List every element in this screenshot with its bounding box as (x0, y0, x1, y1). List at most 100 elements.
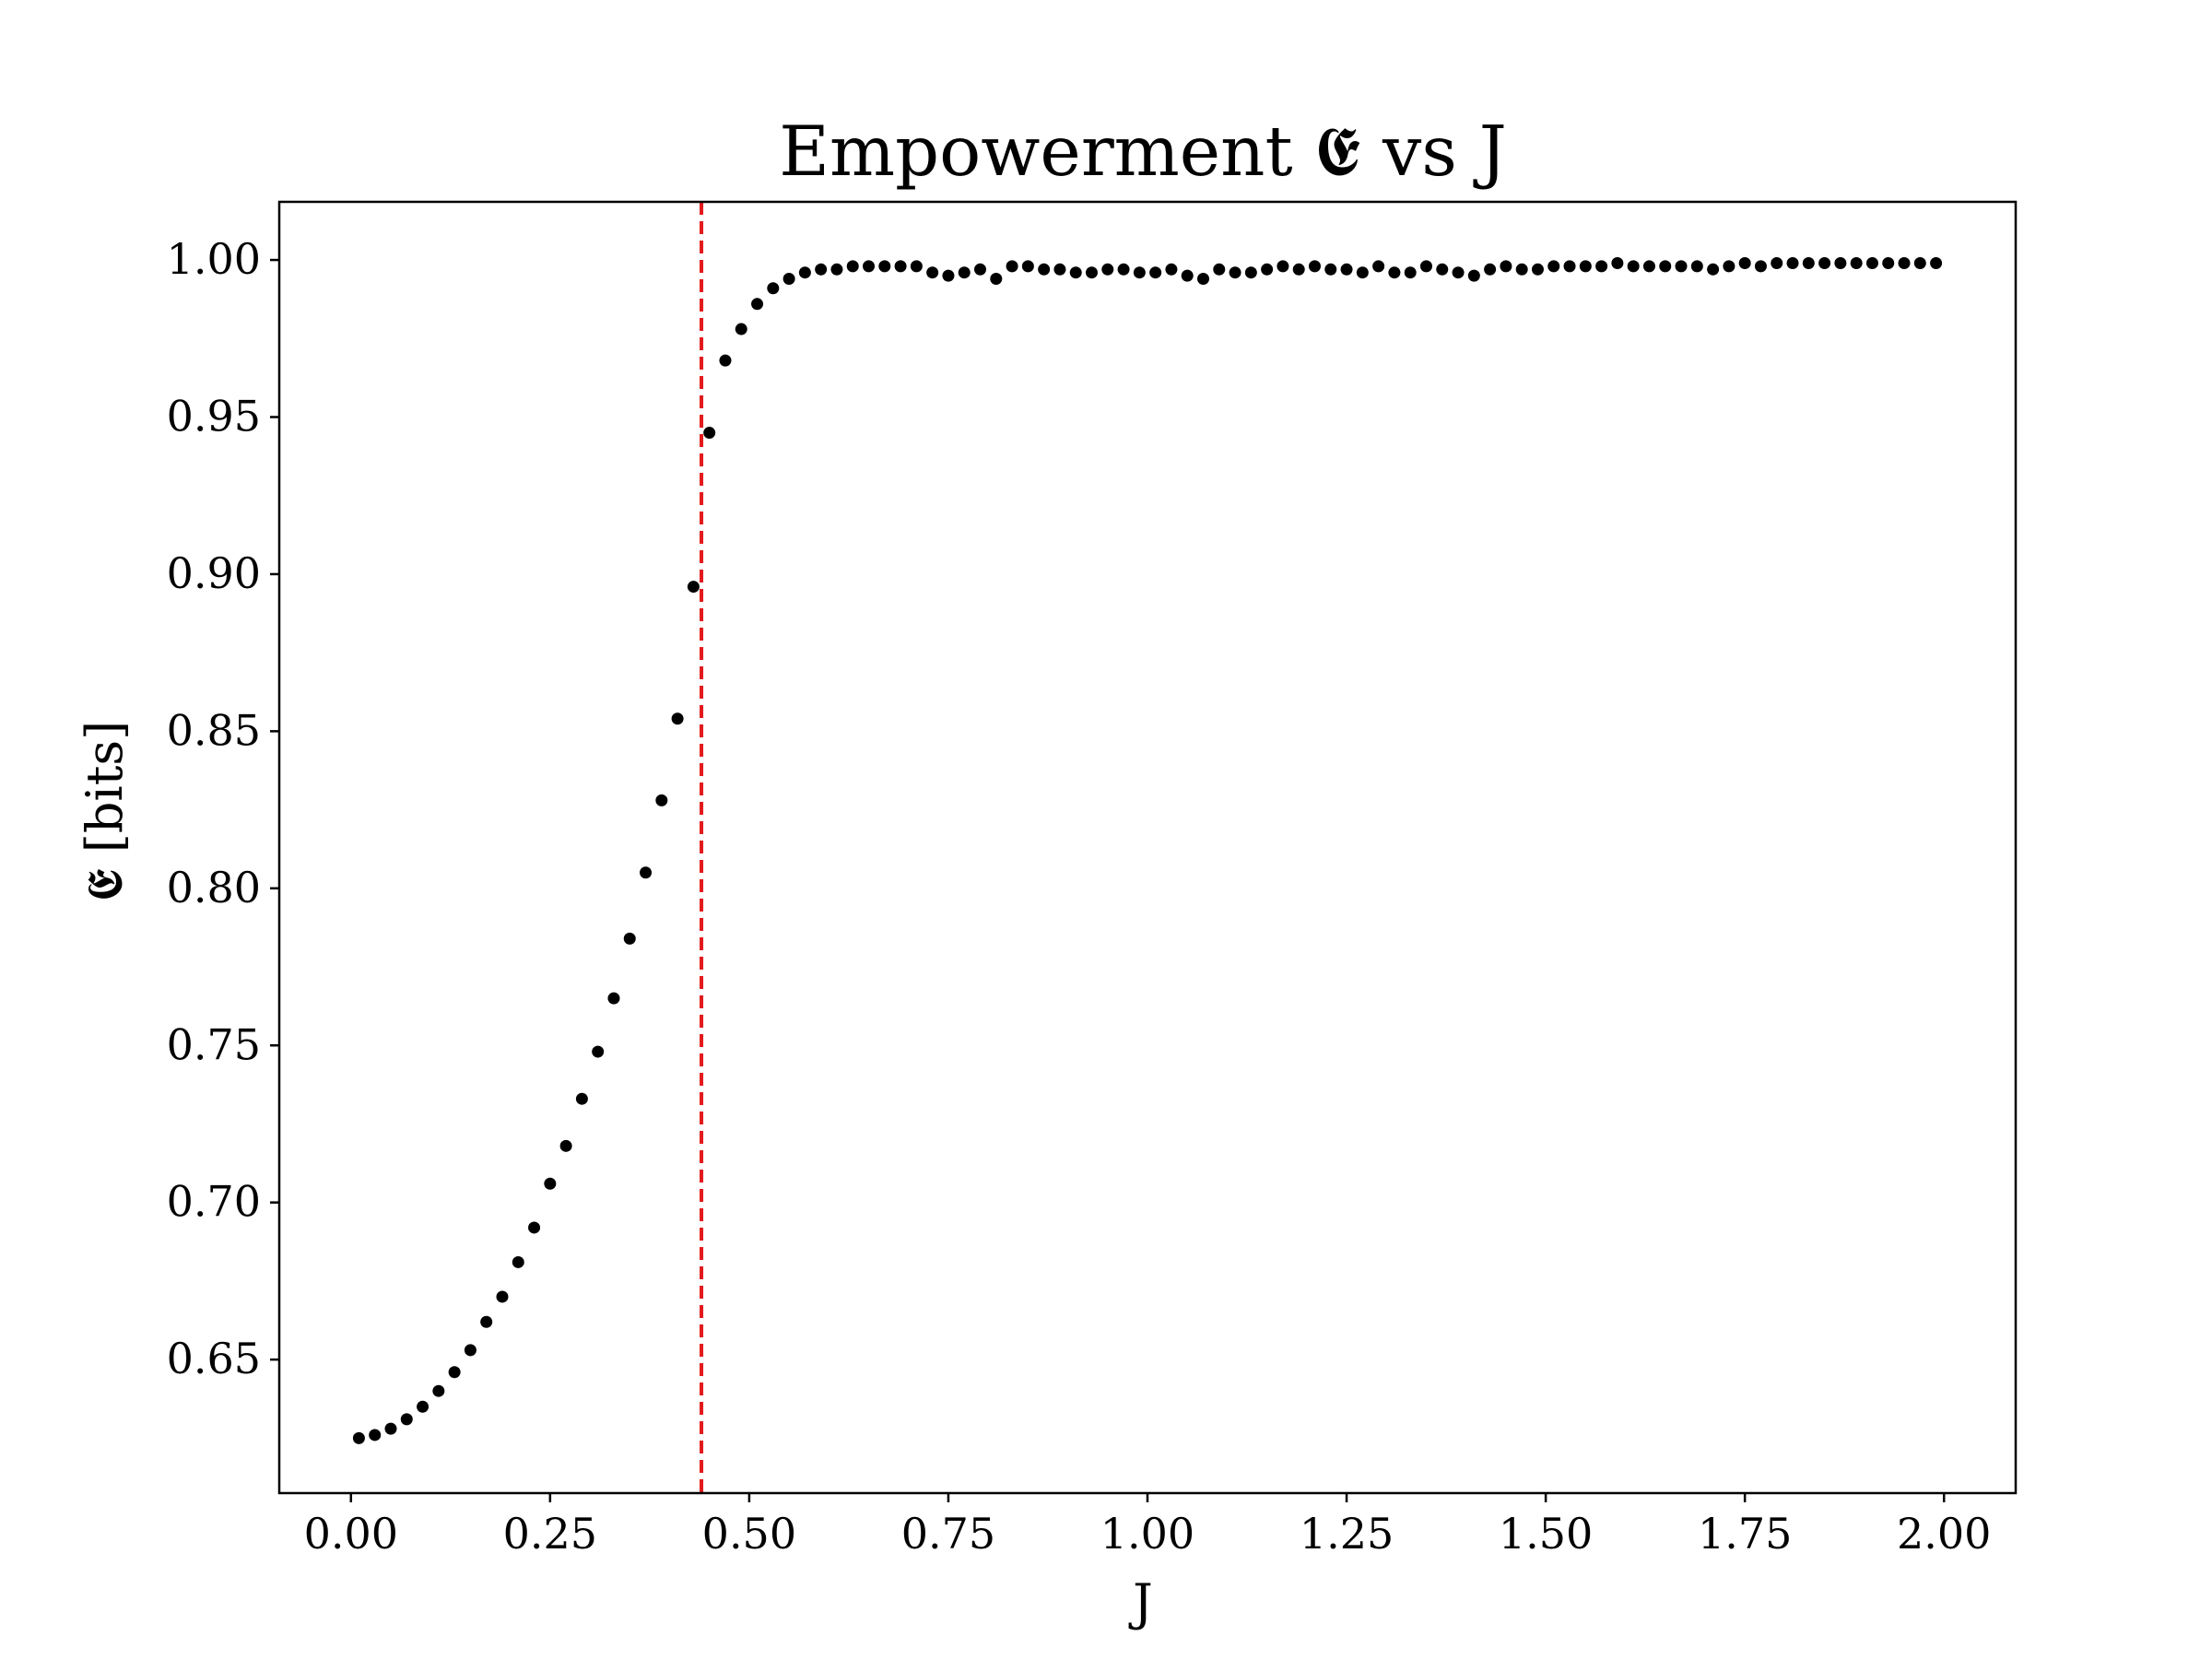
data-point (1754, 260, 1767, 273)
data-point (1388, 266, 1401, 279)
data-point (767, 282, 780, 295)
data-point (432, 1384, 445, 1397)
data-point (640, 866, 653, 879)
data-point (1531, 263, 1544, 276)
x-axis-label: J (1128, 1573, 1153, 1631)
data-point (958, 266, 971, 279)
data-point (1101, 263, 1114, 276)
data-point (1547, 260, 1560, 273)
y-tick-label: 1.00 (167, 234, 261, 284)
data-point (974, 263, 987, 276)
x-tick-label: 1.25 (1300, 1509, 1394, 1559)
data-point (782, 273, 795, 286)
data-point (1611, 256, 1624, 269)
data-point (1069, 266, 1082, 279)
y-tick-label: 0.65 (167, 1334, 261, 1383)
data-point (369, 1429, 382, 1441)
y-tick-label: 0.85 (167, 705, 261, 755)
data-point (1038, 263, 1051, 276)
data-point (512, 1255, 524, 1268)
data-point (1579, 260, 1592, 273)
data-point (592, 1045, 605, 1058)
data-point (1292, 263, 1305, 276)
data-point (655, 794, 668, 806)
data-point (1372, 260, 1385, 273)
data-point (1563, 260, 1576, 273)
data-point (1786, 256, 1799, 269)
data-point (1340, 263, 1353, 276)
data-point (352, 1431, 365, 1444)
data-point (1165, 263, 1178, 276)
data-point (1723, 260, 1735, 273)
x-tick-label: 0.75 (901, 1509, 995, 1559)
x-tick-label: 0.00 (304, 1509, 398, 1559)
chart-title: Empowerment 𝕰 vs J (779, 111, 1507, 192)
data-point (1419, 260, 1432, 273)
data-point (1277, 260, 1289, 273)
data-point (559, 1139, 572, 1152)
data-point (830, 263, 843, 276)
y-tick-label: 0.70 (167, 1177, 261, 1227)
y-tick-label: 0.80 (167, 863, 261, 912)
data-point (1738, 256, 1751, 269)
data-point (1834, 256, 1847, 269)
data-point (1133, 266, 1146, 279)
data-point (1308, 260, 1321, 273)
data-point (1913, 256, 1926, 269)
data-point (1356, 266, 1369, 279)
data-point (1261, 263, 1274, 276)
data-point (735, 323, 747, 335)
data-point (798, 266, 811, 279)
x-tick-label: 0.50 (702, 1509, 796, 1559)
data-point (1659, 260, 1672, 273)
data-point (1436, 263, 1449, 276)
data-point (1690, 260, 1703, 273)
x-tick-label: 2.00 (1897, 1509, 1991, 1559)
data-point (607, 992, 620, 1005)
data-point (926, 266, 939, 279)
x-tick-label: 1.50 (1499, 1509, 1593, 1559)
data-point (1484, 263, 1497, 276)
data-point (575, 1092, 588, 1105)
data-point (703, 427, 716, 440)
data-point (544, 1177, 557, 1190)
data-point (496, 1290, 509, 1303)
data-point (464, 1344, 477, 1357)
data-point (417, 1400, 429, 1413)
data-point (1595, 260, 1608, 273)
data-point (1642, 260, 1655, 273)
data-point (1818, 256, 1831, 269)
x-tick-label: 1.00 (1100, 1509, 1194, 1559)
data-point (1627, 260, 1640, 273)
data-point (1771, 256, 1783, 269)
data-point (1452, 266, 1465, 279)
data-point (1053, 263, 1066, 276)
y-axis-label: 𝕰 [bits] (76, 721, 134, 901)
data-point (1882, 256, 1895, 269)
data-point (990, 273, 1003, 286)
axes-frame (277, 200, 2018, 1495)
data-point (528, 1221, 541, 1234)
y-tick-label: 0.90 (167, 548, 261, 598)
y-tick-label: 0.75 (167, 1019, 261, 1069)
data-point (384, 1422, 397, 1435)
data-point (719, 354, 732, 367)
data-point (1404, 266, 1417, 279)
data-point (623, 932, 636, 945)
data-point (1181, 269, 1194, 282)
data-point (1707, 263, 1720, 276)
y-tick-label: 0.95 (167, 392, 261, 441)
data-point (863, 260, 876, 273)
plot-area: 0.00 0.25 0.50 0.75 1.00 1.25 1.50 1.75 2.00 0.65… (167, 200, 2018, 1559)
data-point (1850, 256, 1863, 269)
data-point (687, 581, 700, 594)
data-point (894, 260, 907, 273)
data-point (751, 298, 764, 311)
data-point (878, 260, 891, 273)
data-point (1196, 273, 1209, 286)
data-point (1149, 266, 1162, 279)
data-point (846, 260, 859, 273)
x-tick-label: 0.25 (503, 1509, 597, 1559)
data-point (1802, 256, 1815, 269)
